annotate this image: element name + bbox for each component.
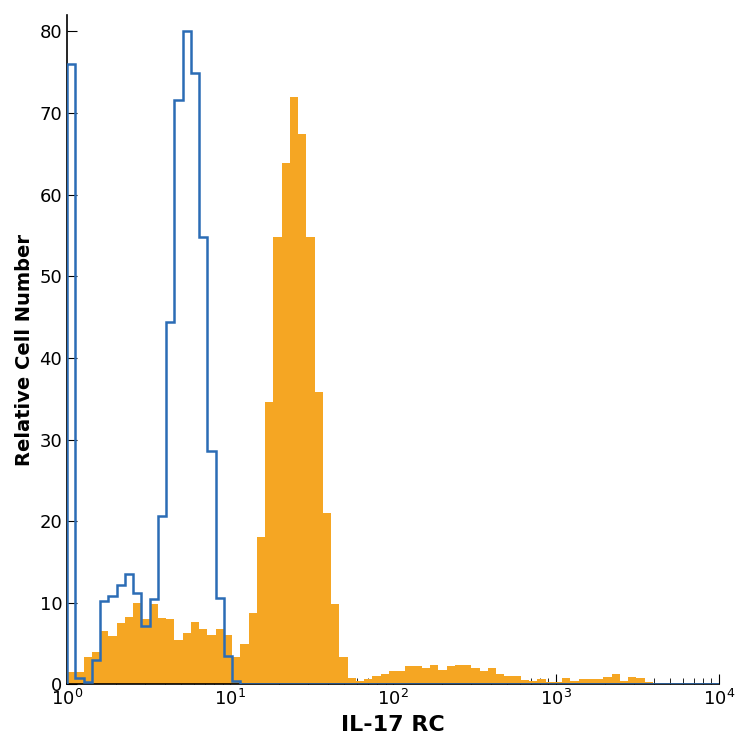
X-axis label: IL-17 RC: IL-17 RC bbox=[341, 715, 445, 735]
Y-axis label: Relative Cell Number: Relative Cell Number bbox=[15, 234, 34, 466]
